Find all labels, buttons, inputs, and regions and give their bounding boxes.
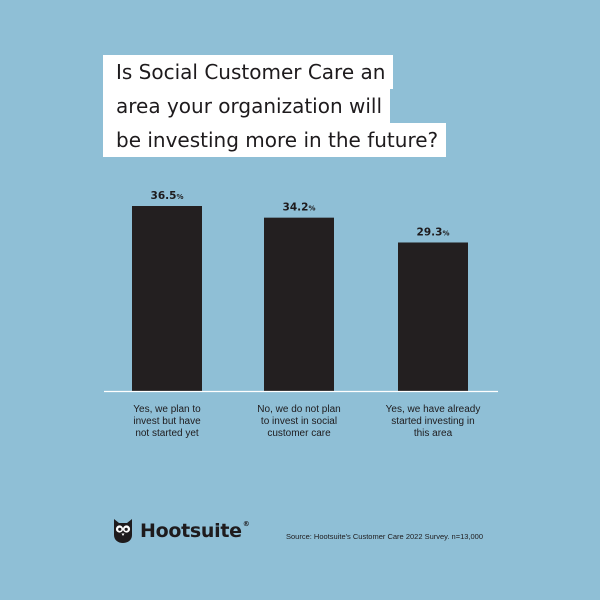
owl-icon: [114, 519, 132, 543]
hootsuite-logo: Hootsuite®: [112, 518, 250, 544]
bar-3: [398, 242, 468, 391]
category-label-1: Yes, we plan to invest but have not starte…: [133, 404, 201, 439]
data-label-3: 29.3%: [417, 226, 450, 238]
title-line-2: area your organization will: [103, 89, 391, 123]
chart-title: Is Social Customer Care an area your org…: [103, 55, 447, 157]
title-line-1: Is Social Customer Care an: [103, 55, 394, 89]
bar-2: [264, 217, 334, 391]
source-note: Source: Hootsuite's Customer Care 2022 S…: [286, 532, 484, 541]
registered-mark: ®: [242, 520, 250, 528]
category-label-3: Yes, we have already started investing in…: [386, 404, 481, 439]
data-label-1: 36.5%: [151, 190, 184, 202]
title-line-3: be investing more in the future?: [103, 123, 447, 157]
brand-name: Hootsuite®: [140, 520, 250, 542]
category-label-2: No, we do not plan to invest in social cus…: [257, 404, 340, 439]
data-label-2: 34.2%: [283, 202, 316, 214]
bar-1: [132, 206, 202, 391]
